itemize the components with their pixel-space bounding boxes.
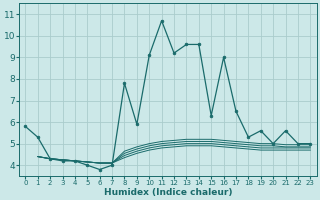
X-axis label: Humidex (Indice chaleur): Humidex (Indice chaleur) [104,188,232,197]
